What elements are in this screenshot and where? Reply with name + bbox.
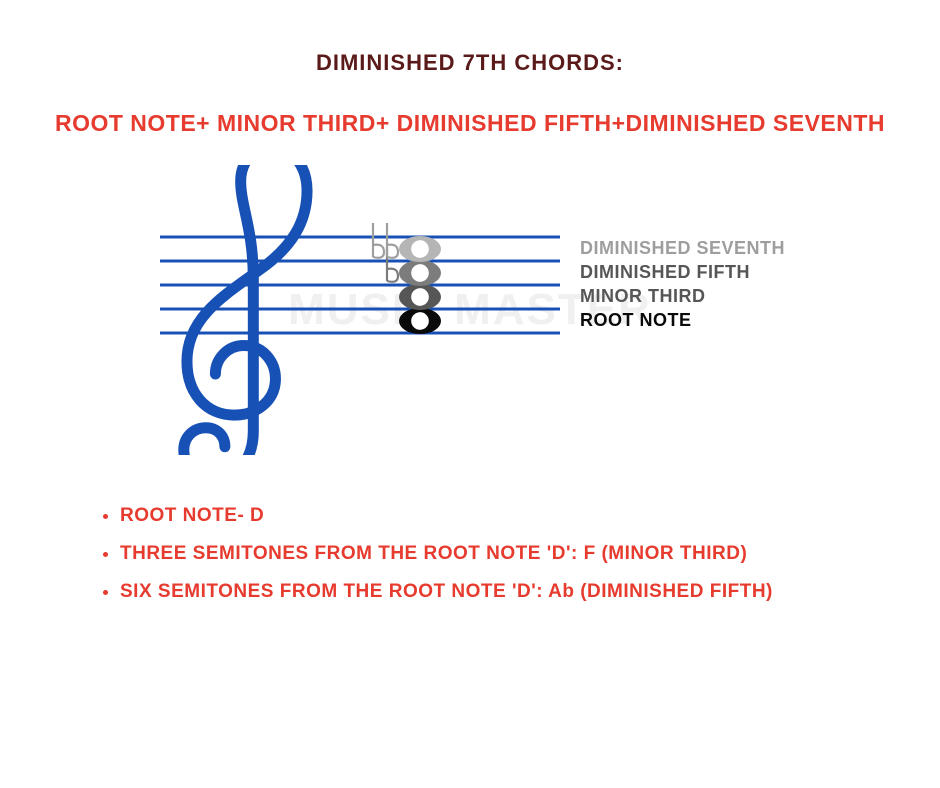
bullet-item: THREE SEMITONES FROM THE ROOT NOTE 'D': … (120, 543, 910, 565)
page-title: DIMINISHED 7TH CHORDS: (30, 50, 910, 76)
note-label: DIMINISHED SEVENTH (580, 238, 785, 259)
chord-formula: ROOT NOTE+ MINOR THIRD+ DIMINISHED FIFTH… (30, 110, 910, 137)
staff-diagram: MUSIC MASTER ROOT NOTEMINOR THIRDDIMINIS… (120, 165, 820, 455)
music-staff-svg (120, 165, 820, 455)
bullet-item: ROOT NOTE- D (120, 505, 910, 527)
staff-lines (160, 237, 560, 333)
note-label: ROOT NOTE (580, 310, 692, 331)
note-label: MINOR THIRD (580, 286, 706, 307)
note-label: DIMINISHED FIFTH (580, 262, 750, 283)
explanation-bullets: ROOT NOTE- D THREE SEMITONES FROM THE ROO… (120, 505, 910, 603)
accidental-flats (373, 223, 398, 282)
infographic-container: DIMINISHED 7TH CHORDS: ROOT NOTE+ MINOR … (0, 0, 940, 788)
bullet-item: SIX SEMITONES FROM THE ROOT NOTE 'D': Ab… (120, 581, 910, 603)
